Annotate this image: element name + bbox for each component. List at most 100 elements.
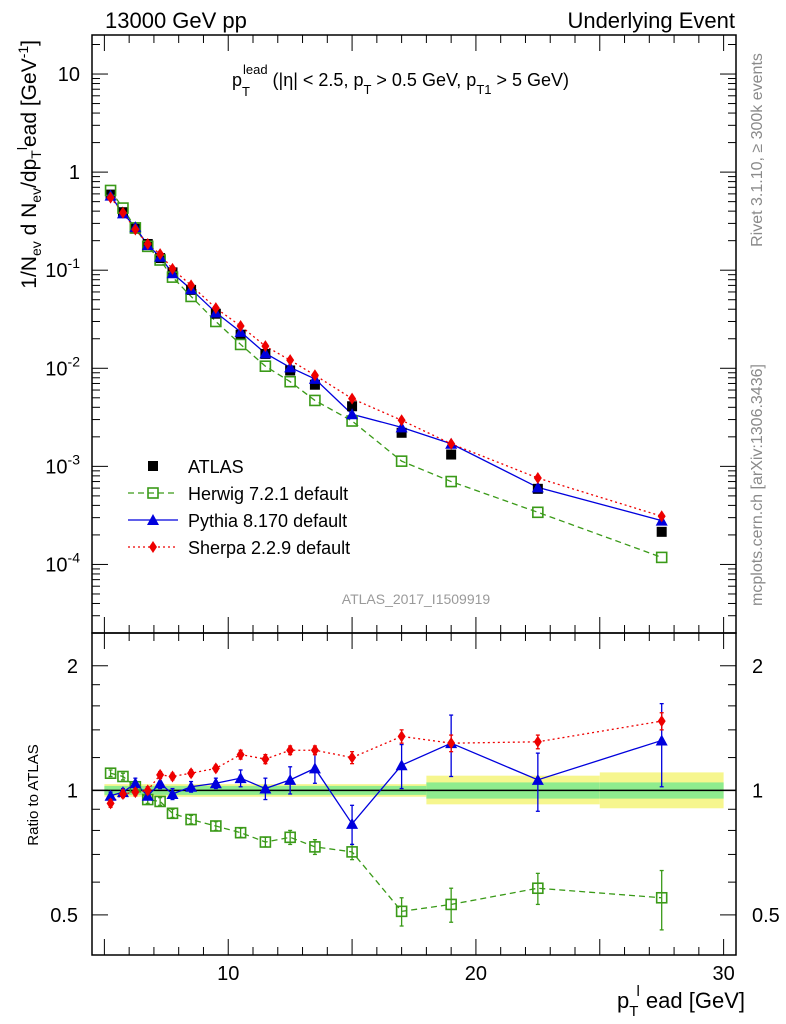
ratio-point-sherpa (211, 762, 220, 775)
ratio-point-herwig (185, 813, 197, 826)
y-ratio-tick-label-right: 2 (752, 656, 763, 678)
main-point-pythia (259, 347, 272, 359)
main-point-atlas (396, 427, 407, 438)
main-point-herwig (532, 506, 544, 519)
main-point-sherpa (236, 319, 245, 332)
mcplots-label: mcplots.cern.ch [arXiv:1306.3436] (749, 364, 766, 606)
ratio-point-sherpa (168, 770, 177, 783)
ratio-point-sherpa (187, 767, 196, 780)
ratio-point-herwig (117, 770, 129, 783)
main-point-sherpa (168, 262, 177, 275)
ratio-point-pythia (259, 782, 272, 794)
ratio-point-sherpa (397, 730, 406, 743)
x-tick-label: 10 (217, 963, 239, 985)
ratio-point-pythia (154, 777, 167, 789)
ratio-point-pythia (531, 773, 544, 785)
main-point-sherpa (187, 279, 196, 292)
ratio-point-herwig (309, 841, 321, 853)
legend-label: Pythia 8.170 default (188, 511, 347, 531)
main-point-atlas (347, 401, 358, 412)
main-point-sherpa (447, 437, 456, 450)
main-point-sherpa (310, 369, 319, 382)
ratio-series-markers (104, 702, 668, 931)
ratio-point-pythia (166, 787, 179, 799)
ratio-point-pythia (185, 780, 198, 792)
header-right: Underlying Event (567, 8, 735, 33)
main-point-pythia (346, 408, 359, 420)
ratio-point-sherpa (143, 784, 152, 797)
y-main-tick-label: 10-4 (45, 549, 80, 576)
legend-label: ATLAS (188, 457, 244, 477)
ratio-point-herwig (346, 846, 358, 858)
legend-marker (148, 461, 158, 471)
y-main-axis-label: 1/Nev d Nev/dpTlead [GeV-1] (14, 40, 44, 289)
main-point-sherpa (533, 472, 542, 485)
legend-marker (149, 541, 157, 553)
x-tick-label: 20 (465, 963, 487, 985)
ratio-point-pythia (284, 773, 297, 785)
ratio-point-herwig (166, 807, 179, 820)
main-point-atlas (309, 379, 320, 390)
y-main-tick-label: 10-2 (45, 353, 80, 380)
ratio-point-sherpa (156, 768, 165, 781)
ratio-point-sherpa (286, 744, 295, 757)
main-point-herwig (445, 475, 457, 488)
main-point-pythia (395, 421, 408, 433)
ratio-axis-ticks: 2 1 0.5 2 1 0.5 (50, 656, 780, 956)
main-point-sherpa (143, 237, 152, 250)
ratio-point-pythia (129, 777, 142, 789)
ratio-point-sherpa (533, 735, 542, 748)
ratio-point-herwig (532, 882, 544, 895)
ratio-point-pythia (346, 817, 359, 829)
ratio-point-pythia (655, 734, 668, 746)
main-point-sherpa (657, 510, 666, 523)
ratio-point-sherpa (261, 753, 270, 766)
y-main-tick-label: 1 (69, 162, 80, 184)
main-line-herwig (110, 190, 662, 559)
x-tick-label: 30 (712, 963, 734, 985)
main-point-sherpa (286, 354, 295, 367)
main-point-herwig (259, 360, 272, 373)
ratio-frame (91, 632, 737, 956)
main-axis-ticks: 10 1 10-1 10-2 10-3 10-4 10 20 30 (45, 35, 736, 985)
main-point-sherpa (211, 302, 220, 315)
ratio-point-herwig (445, 898, 457, 911)
y-ratio-tick-label: 2 (67, 656, 78, 678)
ratio-point-herwig (395, 905, 408, 918)
x-axis-label: pTl ead [GeV] (617, 983, 745, 1020)
y-main-tick-label: 10-1 (45, 255, 80, 282)
y-ratio-tick-label-right: 1 (752, 780, 763, 802)
ratio-point-sherpa (118, 787, 127, 800)
main-point-herwig (655, 551, 668, 564)
ratio-point-sherpa (310, 744, 319, 757)
legend-marker (147, 487, 159, 499)
main-point-sherpa (106, 191, 115, 204)
ratio-point-sherpa (131, 786, 140, 799)
ratio-point-herwig (284, 831, 296, 844)
ratio-point-pythia (209, 777, 222, 789)
analysis-watermark: ATLAS_2017_I1509919 (342, 591, 491, 607)
main-point-atlas (446, 449, 457, 460)
y-ratio-tick-label: 1 (67, 780, 78, 802)
ratio-point-pythia (308, 762, 321, 774)
y-ratio-tick-label: 0.5 (50, 905, 78, 927)
main-point-sherpa (348, 392, 357, 405)
ratio-point-herwig (104, 767, 117, 780)
ratio-point-sherpa (657, 715, 666, 728)
legend: ATLAS Herwig 7.2.1 default Pythia 8.170 de… (128, 457, 350, 558)
ratio-point-herwig (234, 826, 247, 839)
main-point-sherpa (156, 248, 165, 261)
ratio-point-herwig (154, 795, 166, 808)
ratio-point-pythia (395, 759, 408, 771)
main-point-atlas (656, 526, 667, 537)
main-point-sherpa (397, 414, 406, 427)
legend-label: Sherpa 2.2.9 default (188, 538, 350, 558)
main-point-pythia (284, 361, 297, 373)
main-point-herwig (309, 394, 321, 407)
legend-title: pTlead (|η| < 2.5, pT > 0.5 GeV, pT1 > 5… (232, 62, 569, 99)
y-main-tick-label: 10-3 (45, 451, 80, 478)
legend-marker (147, 514, 159, 525)
main-point-sherpa (131, 223, 140, 236)
main-point-sherpa (118, 206, 127, 219)
